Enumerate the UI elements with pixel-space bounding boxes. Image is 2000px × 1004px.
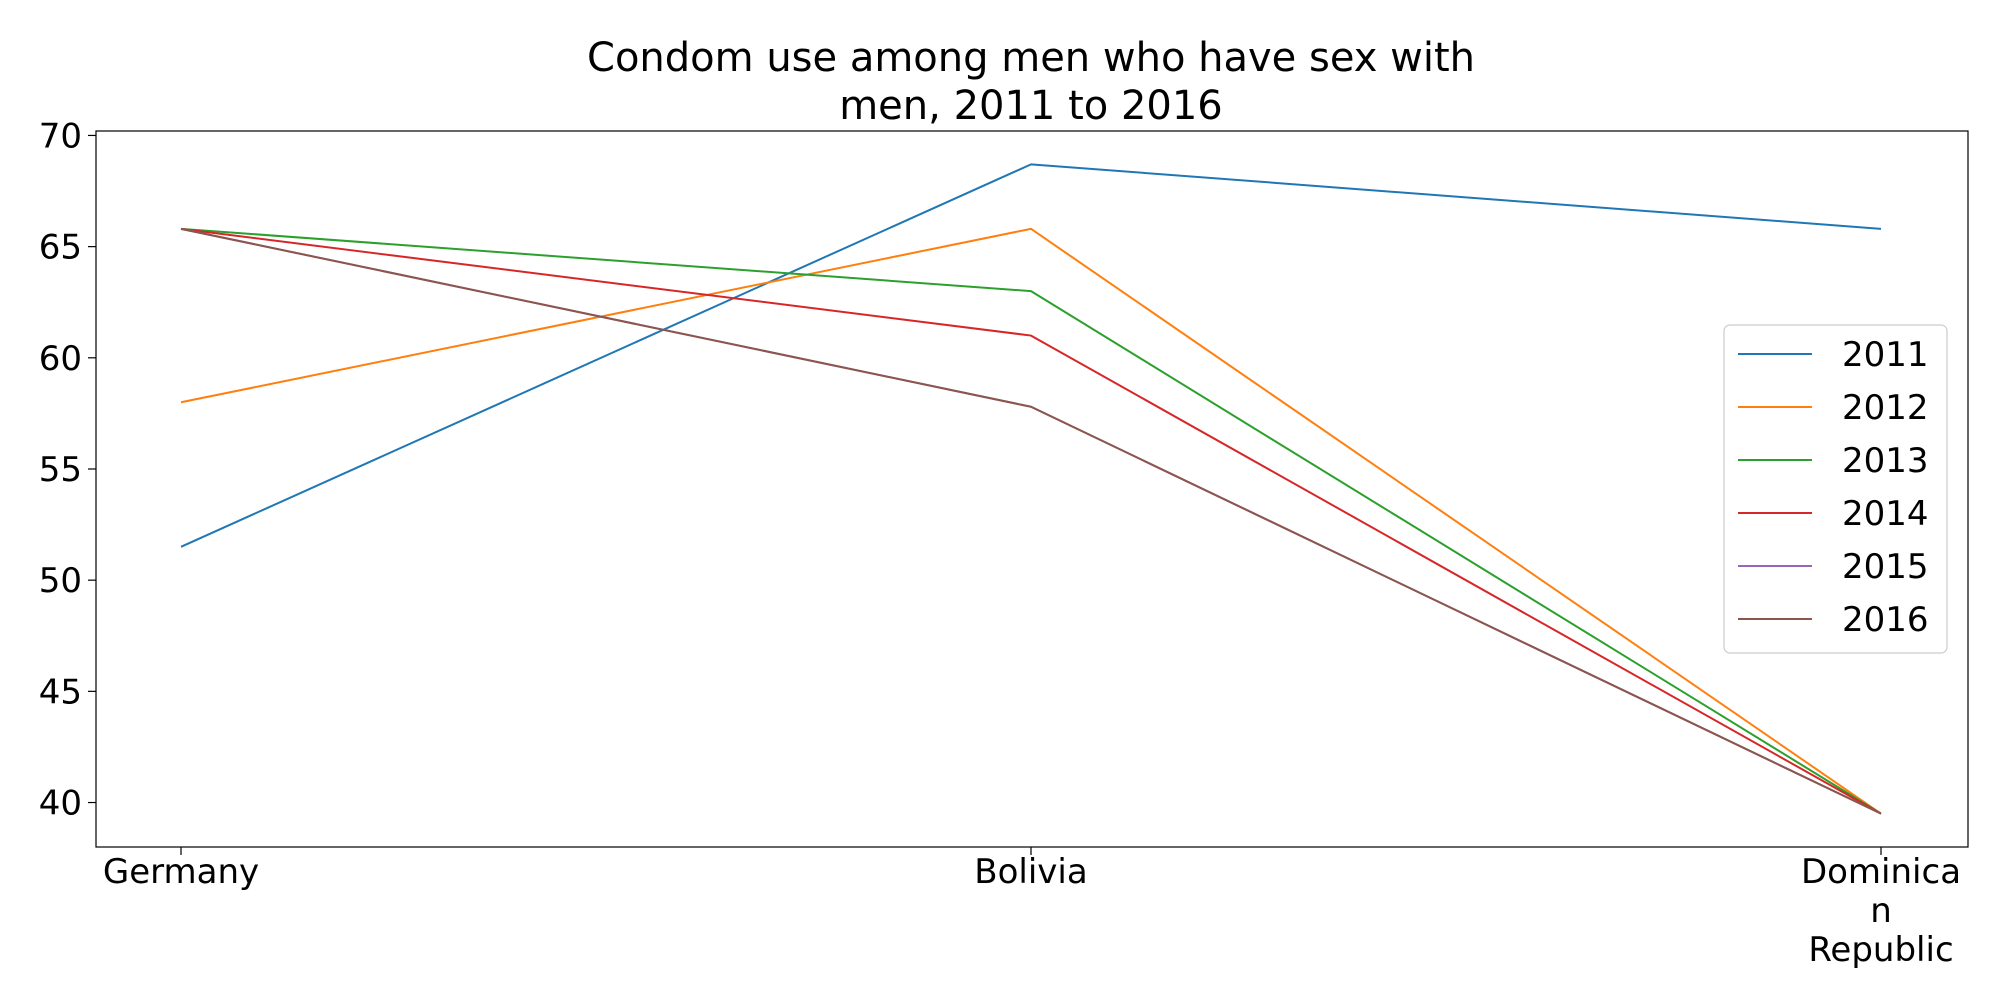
legend-label-2015: 2015	[1842, 547, 1929, 587]
legend-label-2013: 2013	[1842, 441, 1929, 481]
legend-label-2014: 2014	[1842, 494, 1929, 534]
x-tick-label: Dominica	[1801, 852, 1961, 892]
series-line-2011	[180, 163, 1882, 548]
legend: 2011 2012 2013 2014 2015 2016	[1723, 324, 1948, 654]
chart-title: Condom use among men who have sex withme…	[587, 35, 1475, 129]
y-tick-label: 50	[39, 561, 82, 601]
y-tick-label: 65	[39, 228, 82, 268]
legend-label-2012: 2012	[1842, 388, 1929, 428]
y-tick-label: 60	[39, 339, 82, 379]
legend-label-2016: 2016	[1842, 600, 1929, 640]
series-line-2012	[180, 227, 1882, 815]
x-tick-label: Bolivia	[974, 852, 1087, 892]
y-tick-label: 70	[39, 116, 82, 156]
series-line-2014	[180, 227, 1882, 815]
y-tick-label: 40	[39, 784, 82, 824]
series-lines	[180, 163, 1882, 815]
x-tick-label: Germany	[103, 852, 259, 892]
y-axis: 40 45 50 55 60 65 70	[39, 116, 96, 824]
chart-title-line: men, 2011 to 2016	[839, 83, 1223, 129]
x-tick-label: n	[1870, 891, 1892, 931]
y-tick-label: 45	[39, 672, 82, 712]
legend-label-2011: 2011	[1842, 335, 1929, 375]
series-line-2013	[180, 227, 1882, 815]
y-tick-label: 55	[39, 450, 82, 490]
x-tick-label: Republic	[1808, 930, 1953, 970]
chart-title-line: Condom use among men who have sex with	[587, 35, 1475, 81]
series-line-2015	[180, 227, 1882, 815]
plot-area-frame	[95, 130, 1969, 848]
series-line-2016	[180, 227, 1882, 815]
